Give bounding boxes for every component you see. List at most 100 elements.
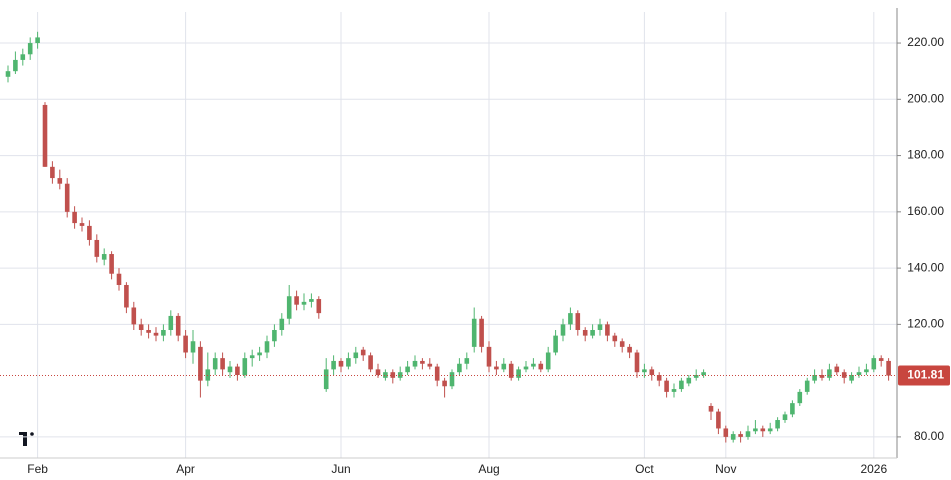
candle-body [538, 363, 544, 370]
candle-body [516, 369, 521, 378]
y-tick-label: 120.00 [907, 317, 944, 331]
x-tick-label: Feb [27, 462, 48, 476]
candle-body [457, 363, 462, 373]
candle-body [168, 315, 174, 330]
candle-body [642, 369, 647, 373]
candle-body [235, 366, 240, 376]
candle-body [212, 358, 218, 370]
candle-body [190, 341, 196, 353]
candle-body [338, 360, 344, 367]
candle-body [5, 71, 11, 77]
y-tick-label: 160.00 [907, 204, 944, 218]
candle-body [449, 372, 455, 387]
candle-body [397, 372, 403, 378]
candle-body [109, 254, 114, 274]
candle-body [50, 166, 55, 179]
logo [19, 432, 34, 446]
candle-body [864, 369, 869, 373]
candle-body [331, 360, 336, 370]
candle-body [479, 318, 484, 347]
candle-body [708, 405, 714, 412]
candle-body [716, 411, 721, 429]
candle-body [856, 372, 862, 376]
candle-body [264, 341, 270, 353]
candle-body [545, 352, 551, 370]
candle-body [279, 318, 285, 330]
candle-body [701, 372, 706, 376]
candle-body [360, 349, 366, 356]
candle-body [553, 335, 558, 353]
candle-body [745, 431, 751, 437]
candle-body [368, 355, 373, 370]
candle-body [464, 358, 470, 364]
candle-body [220, 358, 225, 370]
candle-body [198, 346, 203, 381]
candle-body [79, 223, 85, 226]
candle-body [782, 414, 788, 421]
y-tick-label: 140.00 [907, 260, 944, 274]
candle-body [427, 363, 433, 367]
candle-body [612, 335, 618, 342]
candle-body [20, 54, 26, 60]
candle-body [619, 341, 625, 347]
candle-body [94, 239, 100, 257]
candle-body [775, 420, 780, 429]
candle-body [486, 346, 492, 367]
x-tick-label: Nov [715, 462, 736, 476]
candle-body [27, 43, 33, 55]
candle-body [575, 313, 581, 330]
candle-body [375, 369, 381, 376]
candle-body [878, 358, 884, 361]
candle-body [249, 355, 255, 359]
x-tick-label: Aug [478, 462, 499, 476]
candle-body [649, 369, 655, 376]
x-tick-label: 2026 [860, 462, 887, 476]
candle-body [434, 366, 440, 381]
candle-body [183, 335, 188, 353]
candle-body [316, 299, 322, 314]
candle-body [730, 434, 736, 440]
candle-body [797, 391, 803, 404]
candle-body [531, 363, 536, 367]
candle-body [590, 329, 595, 336]
candle-body [627, 346, 632, 353]
candle-body [205, 369, 211, 381]
candle-body [57, 178, 63, 184]
candle-body [161, 329, 166, 336]
candle-body [834, 366, 840, 373]
candle-body [175, 315, 181, 336]
candle-body [841, 372, 847, 378]
candle-body [760, 428, 766, 432]
candle-body [390, 372, 396, 378]
candle-body [64, 183, 70, 212]
y-tick-label: 200.00 [907, 91, 944, 105]
candle-body [679, 380, 684, 390]
candle-body [656, 375, 662, 381]
candle-body [597, 324, 603, 330]
candle-body [72, 211, 77, 224]
x-tick-label: Apr [176, 462, 195, 476]
candle-body [442, 380, 447, 387]
candle-body [827, 369, 832, 378]
candle-body [804, 380, 810, 392]
candle-body [346, 358, 351, 367]
y-tick-label: 220.00 [907, 35, 944, 49]
candle-body [686, 377, 692, 384]
y-tick-label: 80.00 [914, 429, 944, 443]
candle-body [131, 307, 137, 325]
candle-body [560, 324, 566, 336]
x-tick-label: Jun [331, 462, 350, 476]
candle-body [138, 324, 144, 330]
candle-body [353, 352, 359, 359]
candle-body [294, 296, 299, 305]
candle-body [523, 366, 529, 370]
candle-body [723, 428, 729, 437]
candle-body [13, 59, 18, 72]
candle-body [420, 360, 425, 364]
candle-body [412, 360, 418, 367]
candle-body [323, 369, 329, 390]
candle-body [634, 352, 640, 373]
candle-body [790, 403, 795, 415]
candle-body [146, 329, 151, 333]
